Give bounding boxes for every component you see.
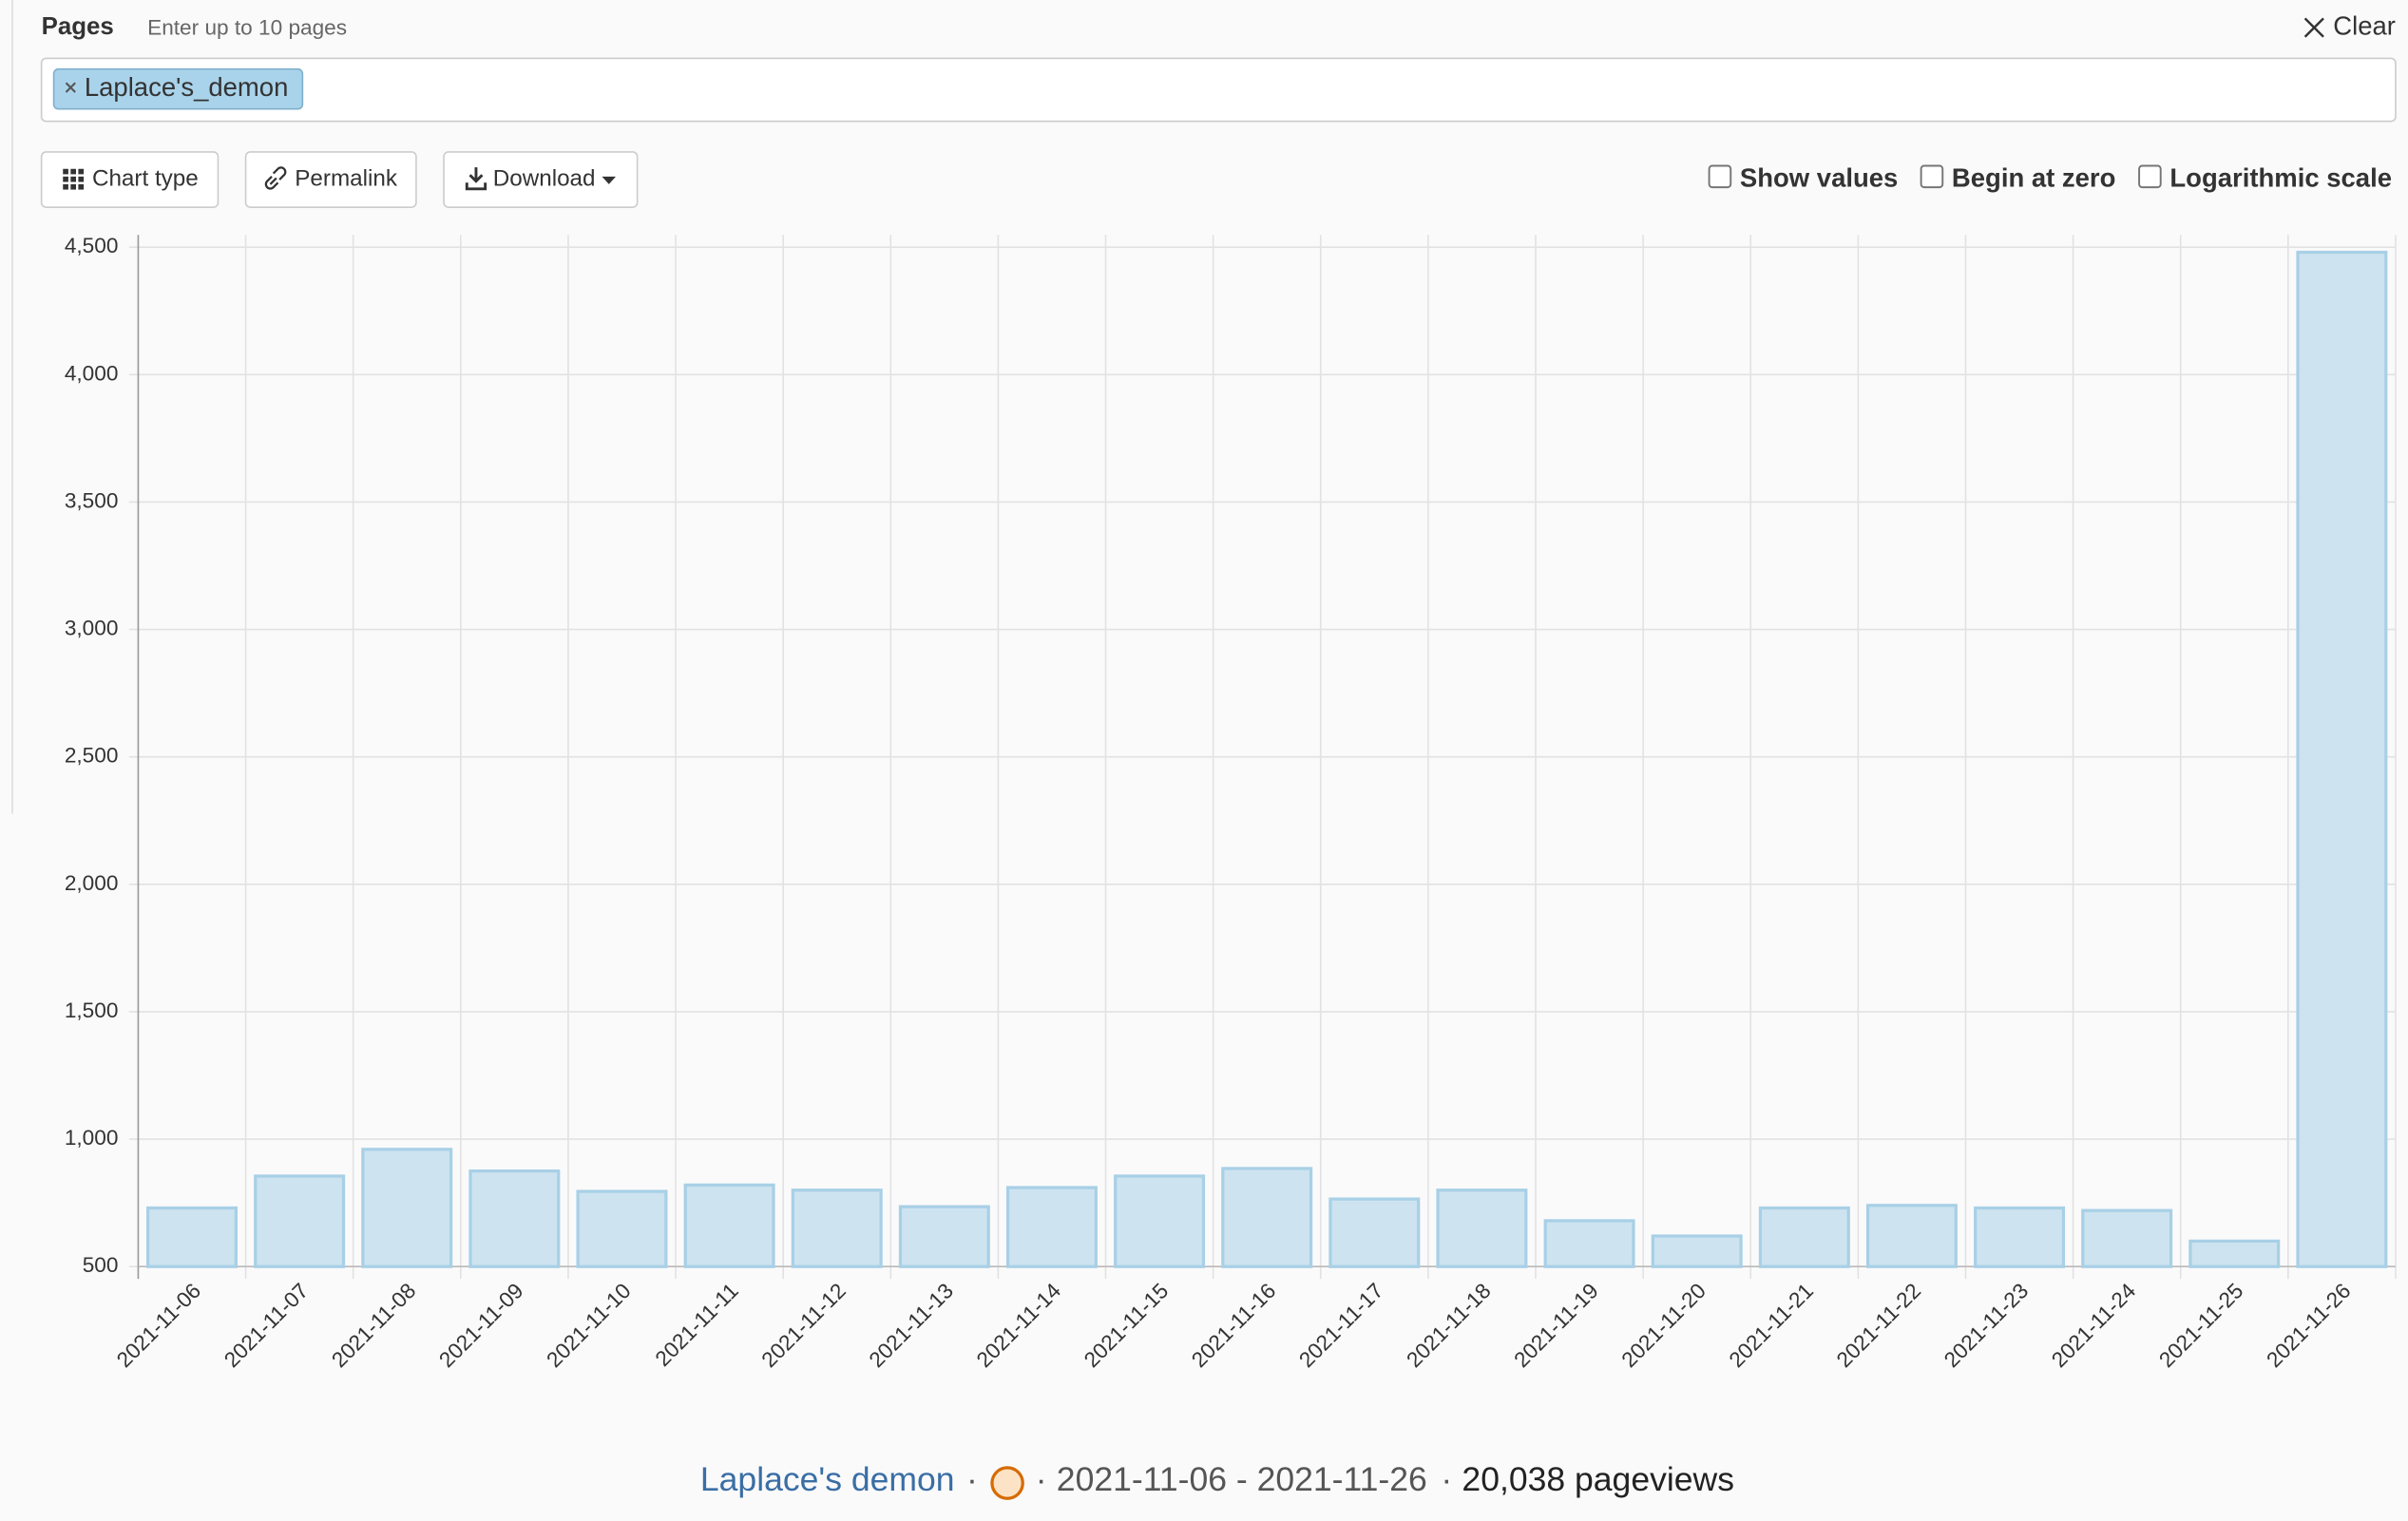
y-tick-label: 3,500 [65, 488, 119, 512]
y-tick-label: 4,500 [65, 234, 119, 257]
x-tick-label: 2021-11-08 [327, 1279, 420, 1372]
bar [683, 1183, 775, 1268]
bar [791, 1188, 883, 1268]
x-tick-label: 2021-11-12 [757, 1279, 850, 1372]
y-tick-label: 2,500 [65, 744, 119, 768]
x-tick-label: 2021-11-23 [1940, 1279, 2033, 1372]
pages-hint: Enter up to 10 pages [147, 16, 347, 40]
bar [146, 1206, 238, 1268]
clear-button[interactable]: Clear [2303, 10, 2396, 40]
y-tick-label: 4,000 [65, 361, 119, 385]
checkbox[interactable] [2138, 164, 2162, 189]
download-text[interactable]: Download [493, 165, 596, 191]
pages-input[interactable] [40, 57, 2397, 123]
tag-text: Laplace's_demon [85, 72, 288, 102]
x-tick-label: 2021-11-16 [1187, 1279, 1280, 1372]
x-tick-label: 2021-11-17 [1294, 1279, 1387, 1372]
bar [468, 1169, 561, 1268]
bar [1114, 1174, 1206, 1268]
checkbox[interactable] [1708, 164, 1732, 189]
page-link[interactable]: Laplace's demon [700, 1460, 955, 1498]
bar [1221, 1167, 1313, 1268]
y-tick-label: 2,000 [65, 871, 119, 895]
x-tick-label: 2021-11-24 [2047, 1279, 2140, 1372]
download-button[interactable] [443, 151, 639, 208]
bar [1543, 1219, 1635, 1268]
chart-type-text[interactable]: Chart type [92, 165, 199, 191]
tag-remove[interactable] [65, 82, 76, 93]
x-tick-label: 2021-11-15 [1080, 1279, 1173, 1372]
x-tick-label: 2021-11-20 [1617, 1279, 1710, 1372]
grid-icon [63, 168, 85, 190]
x-tick-label: 2021-11-21 [1725, 1279, 1818, 1372]
bar [2296, 250, 2388, 1268]
bar [576, 1189, 668, 1268]
bar [254, 1174, 346, 1268]
x-tick-label: 2021-11-26 [2262, 1279, 2355, 1372]
dropdown-caret [602, 176, 617, 184]
bar [1758, 1206, 1850, 1268]
bar [898, 1205, 990, 1268]
y-tick-label: 1,500 [65, 998, 119, 1022]
chart-type-button[interactable] [40, 151, 220, 208]
series-swatch [990, 1466, 1024, 1500]
option-label[interactable]: Show values [1740, 162, 1898, 192]
separator: · [1036, 1460, 1047, 1498]
bar [1865, 1204, 1958, 1268]
link-icon [264, 166, 287, 190]
x-tick-label: 2021-11-11 [651, 1279, 743, 1371]
x-tick-label: 2021-11-14 [972, 1279, 1065, 1372]
x-tick-label: 2021-11-19 [1510, 1279, 1603, 1372]
permalink-text[interactable]: Permalink [295, 165, 398, 191]
total-pageviews: 20,038 pageviews [1462, 1460, 1734, 1498]
x-tick-label: 2021-11-25 [2154, 1279, 2247, 1372]
separator: · [966, 1460, 978, 1498]
bar [361, 1148, 453, 1268]
y-tick-label: 500 [83, 1253, 119, 1277]
page-tag[interactable] [52, 67, 304, 110]
permalink-button[interactable] [244, 151, 417, 208]
x-tick-label: 2021-11-22 [1832, 1279, 1925, 1372]
x-tick-label: 2021-11-06 [112, 1279, 205, 1372]
clear-icon [2303, 17, 2324, 38]
x-tick-label: 2021-11-07 [220, 1279, 313, 1372]
option-label[interactable]: Logarithmic scale [2169, 162, 2392, 192]
clear-text[interactable]: Clear [2333, 10, 2396, 40]
checkbox[interactable] [1920, 164, 1944, 189]
bar [1651, 1234, 1743, 1268]
bar [1328, 1197, 1421, 1268]
separator: · [1441, 1460, 1452, 1498]
option-label[interactable]: Begin at zero [1952, 162, 2115, 192]
x-tick-label: 2021-11-09 [434, 1279, 527, 1372]
bar [1436, 1188, 1528, 1268]
download-icon [465, 167, 487, 191]
bar [2081, 1208, 2173, 1268]
x-tick-label: 2021-11-13 [865, 1279, 958, 1372]
date-range: 2021-11-06 - 2021-11-26 [1057, 1460, 1427, 1498]
bar [1005, 1186, 1098, 1268]
x-tick-label: 2021-11-10 [542, 1279, 635, 1372]
bar [1974, 1206, 2066, 1268]
bar [2188, 1239, 2281, 1268]
pages-label: Pages [42, 13, 114, 40]
y-tick-label: 1,000 [65, 1126, 119, 1150]
x-tick-label: 2021-11-18 [1402, 1279, 1495, 1372]
y-tick-label: 3,000 [65, 617, 119, 640]
